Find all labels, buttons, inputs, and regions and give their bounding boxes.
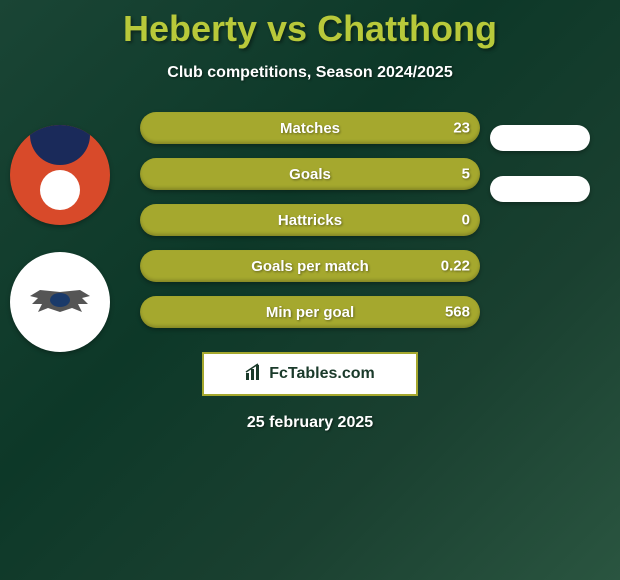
- stat-pill: Goals 5: [140, 158, 480, 190]
- logo-text: FcTables.com: [269, 365, 375, 383]
- stat-row: Hattricks 0: [140, 204, 480, 236]
- stat-row: Min per goal 568: [140, 296, 480, 328]
- source-logo: FcTables.com: [202, 352, 418, 396]
- stat-value-left: 0: [462, 212, 470, 229]
- date-line: 25 february 2025: [0, 414, 620, 432]
- stat-value-left: 568: [445, 304, 470, 321]
- stat-row: Matches 23: [140, 112, 480, 144]
- stat-row: Goals 5: [140, 158, 480, 190]
- stat-row: Goals per match 0.22: [140, 250, 480, 282]
- stats-area: Matches 23 Goals 5 Hattricks 0 Goals per…: [0, 112, 620, 328]
- stat-label: Min per goal: [266, 304, 354, 321]
- stat-value-left: 23: [453, 120, 470, 137]
- stat-value-left: 5: [462, 166, 470, 183]
- stat-label: Goals: [289, 166, 331, 183]
- subtitle: Club competitions, Season 2024/2025: [0, 64, 620, 82]
- stat-label: Goals per match: [251, 258, 369, 275]
- stat-pill: Min per goal 568: [140, 296, 480, 328]
- stat-pill: Hattricks 0: [140, 204, 480, 236]
- stat-value-left: 0.22: [441, 258, 470, 275]
- bar-chart-icon: [245, 363, 263, 386]
- page-title: Heberty vs Chatthong: [0, 0, 620, 50]
- stat-pill: Goals per match 0.22: [140, 250, 480, 282]
- stat-label: Matches: [280, 120, 340, 137]
- stat-pill: Matches 23: [140, 112, 480, 144]
- stat-label: Hattricks: [278, 212, 342, 229]
